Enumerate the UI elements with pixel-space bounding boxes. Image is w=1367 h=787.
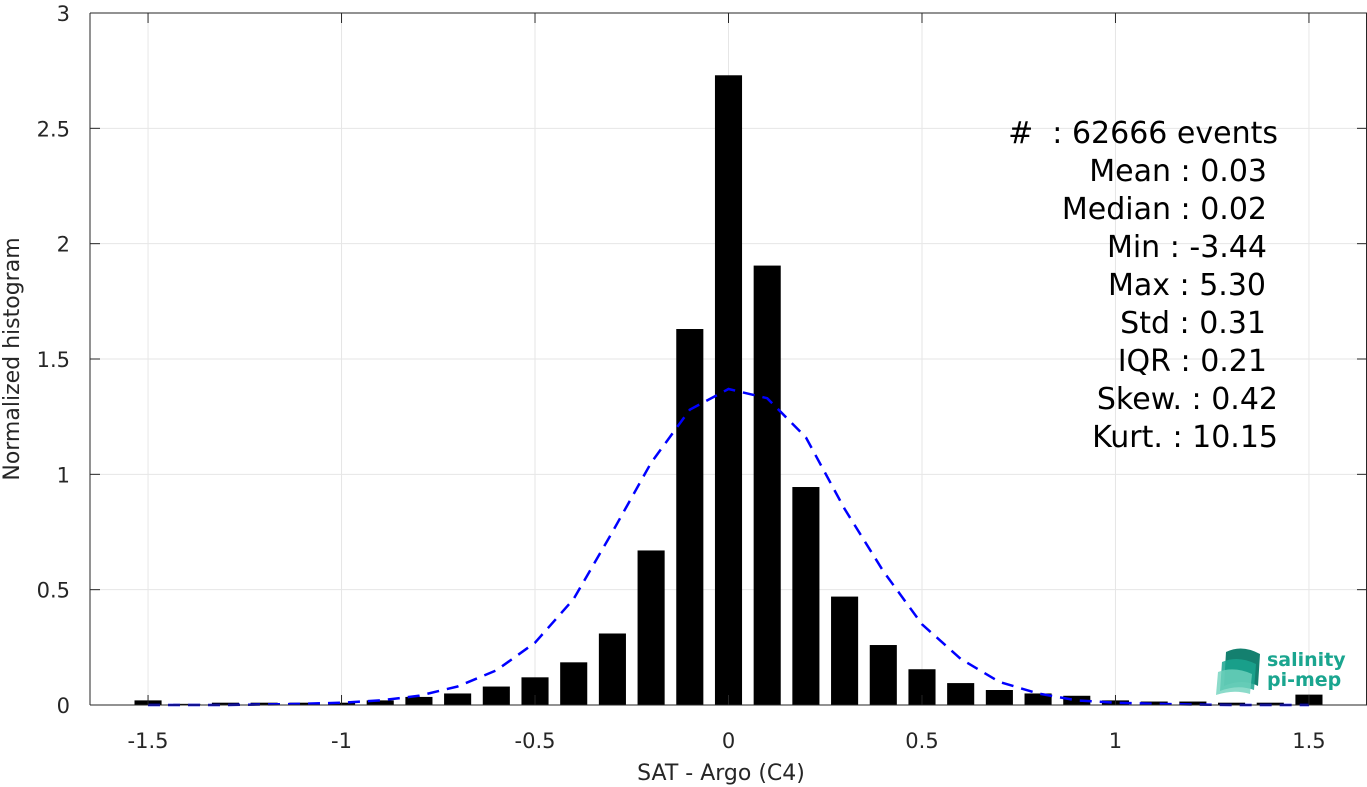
histogram-bar [985, 690, 1013, 705]
wave-logo-icon [1216, 648, 1260, 695]
stat-max: Max : 5.30 [1108, 268, 1266, 303]
logo-text-salinity: salinity [1267, 649, 1346, 671]
stat-kurt: Kurt. : 10.15 [1092, 420, 1278, 455]
histogram-bar [598, 633, 626, 705]
histogram-bar [1179, 701, 1207, 705]
histogram-bar [947, 683, 975, 705]
histogram-bar [792, 487, 820, 705]
histogram-bar [637, 550, 665, 705]
y-axis-label: Normalized histogram [0, 237, 25, 480]
stat-iqr: IQR : 0.21 [1118, 344, 1267, 379]
histogram-bar [1063, 695, 1091, 705]
stat-events: # : 62666 events [1008, 116, 1278, 151]
y-tick-label: 1 [57, 463, 70, 487]
y-tick-label: 0 [57, 694, 70, 718]
y-tick-label: 2 [57, 233, 70, 257]
y-tick-label: 3 [57, 2, 70, 26]
logo-text-pimep: pi-mep [1267, 669, 1341, 691]
stat-skew: Skew. : 0.42 [1097, 382, 1278, 417]
histogram-bar [289, 702, 317, 705]
bars [134, 75, 1323, 705]
y-tick-label: 1.5 [37, 348, 70, 372]
histogram-bar [366, 700, 394, 705]
histogram-bar [869, 645, 897, 705]
x-tick-label: 0.5 [905, 729, 938, 753]
stats-annotation: # : 62666 events Mean : 0.03 Median : 0.… [1008, 116, 1278, 455]
histogram-bar [405, 696, 433, 705]
histogram-bar [1024, 693, 1052, 705]
salinity-pimep-logo: salinity pi-mep [1216, 648, 1346, 695]
histogram-bar [1140, 701, 1168, 705]
histogram-bar [831, 596, 859, 705]
stat-min: Min : -3.44 [1107, 230, 1267, 265]
fit-curve-layer [148, 387, 1309, 707]
y-tick-label: 0.5 [37, 579, 70, 603]
histogram-bar [444, 693, 472, 705]
x-axis-label: SAT - Argo (C4) [637, 761, 805, 786]
stat-mean: Mean : 0.03 [1089, 154, 1267, 189]
x-tick-label: -1 [331, 729, 352, 753]
y-tick-label: 2.5 [37, 117, 70, 141]
x-tick-label: -0.5 [515, 729, 556, 753]
histogram-bar [676, 329, 704, 705]
histogram-bar [250, 702, 278, 705]
x-tick-label: 1 [1109, 729, 1122, 753]
x-tick-label: 0 [722, 729, 735, 753]
histogram-bar [560, 662, 588, 705]
x-tick-label: 1.5 [1292, 729, 1325, 753]
gaussian-fit-line [148, 387, 1309, 707]
histogram-bar [482, 686, 510, 705]
histogram-bar [173, 703, 201, 705]
histogram-bar [211, 702, 239, 705]
stat-median: Median : 0.02 [1062, 192, 1267, 227]
histogram-bar [753, 265, 781, 705]
stat-std: Std : 0.31 [1120, 306, 1266, 341]
x-tick-label: -1.5 [128, 729, 169, 753]
tick-labels: -1.5 -1 -0.5 0 0.5 1 1.5 0 0.5 1 1.5 2 2.5 3 [37, 2, 1326, 753]
